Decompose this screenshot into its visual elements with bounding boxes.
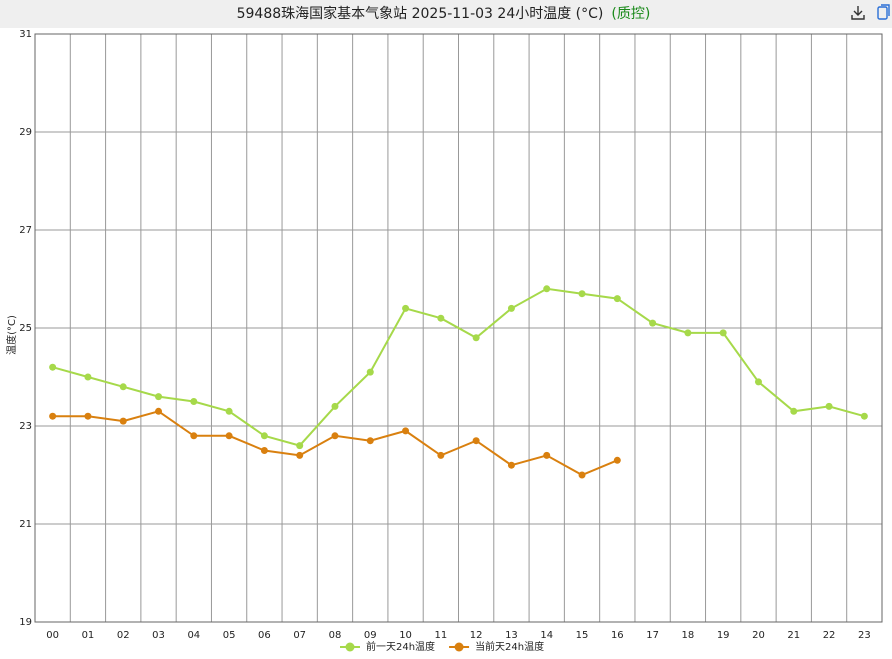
x-tick-label: 01	[82, 630, 95, 641]
y-tick-label: 19	[19, 617, 32, 628]
x-tick-label: 09	[364, 630, 377, 641]
data-point	[613, 456, 621, 464]
x-tick-label: 20	[752, 630, 765, 641]
data-point	[155, 407, 163, 415]
data-point	[402, 304, 410, 312]
x-tick-label: 21	[787, 630, 800, 641]
data-point	[366, 437, 374, 445]
data-point	[49, 412, 57, 420]
x-tick-label: 04	[187, 630, 200, 641]
x-tick-label: 02	[117, 630, 130, 641]
y-tick-label: 21	[19, 519, 32, 530]
y-tick-label: 23	[19, 421, 32, 432]
x-tick-label: 23	[858, 630, 871, 641]
y-tick-label: 29	[19, 127, 32, 138]
data-point	[649, 319, 657, 327]
data-point	[825, 402, 833, 410]
qc-label: (质控)	[611, 6, 650, 22]
data-point	[119, 383, 127, 391]
data-point	[578, 290, 586, 298]
y-tick-label: 27	[19, 225, 32, 236]
data-point	[472, 437, 480, 445]
x-tick-label: 19	[717, 630, 730, 641]
x-tick-label: 14	[540, 630, 553, 641]
data-point	[719, 329, 727, 337]
x-tick-label: 22	[823, 630, 836, 641]
plot-frame	[34, 33, 883, 623]
data-point	[543, 451, 551, 459]
data-point	[543, 285, 551, 293]
title-bar	[0, 0, 892, 28]
x-tick-label: 00	[46, 630, 59, 641]
x-tick-label: 13	[505, 630, 518, 641]
legend-marker	[454, 642, 464, 652]
x-tick-label: 06	[258, 630, 271, 641]
data-point	[472, 334, 480, 342]
x-tick-label: 16	[611, 630, 624, 641]
x-tick-label: 03	[152, 630, 165, 641]
data-point	[507, 461, 515, 469]
data-point	[49, 363, 57, 371]
data-point	[260, 432, 268, 440]
data-point	[190, 432, 198, 440]
x-tick-label: 18	[682, 630, 695, 641]
chart-title: 59488珠海国家基本气象站 2025-11-03 24小时温度 (°C)	[237, 5, 604, 22]
download-icon[interactable]	[851, 6, 865, 20]
x-tick-label: 05	[223, 630, 236, 641]
data-point	[754, 378, 762, 386]
x-tick-label: 15	[576, 630, 589, 641]
data-point	[860, 412, 868, 420]
data-point	[225, 432, 233, 440]
data-point	[684, 329, 692, 337]
data-point	[437, 314, 445, 322]
data-point	[331, 402, 339, 410]
data-point	[190, 398, 198, 405]
data-point	[613, 295, 621, 303]
data-point	[155, 393, 163, 401]
series-line	[52, 287, 865, 447]
copy-icon[interactable]	[877, 4, 890, 20]
x-tick-label: 17	[646, 630, 659, 641]
x-tick-label: 12	[470, 630, 483, 641]
x-tick-label: 07	[293, 630, 306, 641]
data-point	[296, 451, 304, 459]
y-tick-label: 31	[19, 29, 32, 40]
data-point	[578, 471, 586, 479]
legend-marker	[345, 642, 355, 652]
data-point	[260, 447, 268, 454]
data-point	[84, 412, 92, 420]
x-tick-label: 11	[434, 630, 447, 641]
data-point	[366, 368, 374, 376]
data-point	[84, 373, 92, 381]
legend-label: 当前天24h温度	[475, 640, 544, 653]
data-point	[402, 427, 410, 435]
series-line	[52, 410, 618, 477]
data-point	[225, 407, 233, 415]
data-point	[331, 432, 339, 440]
x-tick-label: 10	[399, 630, 412, 641]
data-point	[507, 304, 515, 312]
y-tick-label: 25	[19, 323, 32, 334]
legend-label: 前一天24h温度	[366, 640, 435, 653]
data-point	[437, 451, 445, 459]
data-point	[296, 442, 304, 450]
y-axis-label: 温度(°C)	[5, 315, 18, 355]
data-point	[790, 407, 798, 415]
data-point	[119, 417, 127, 425]
x-tick-label: 08	[329, 630, 342, 641]
